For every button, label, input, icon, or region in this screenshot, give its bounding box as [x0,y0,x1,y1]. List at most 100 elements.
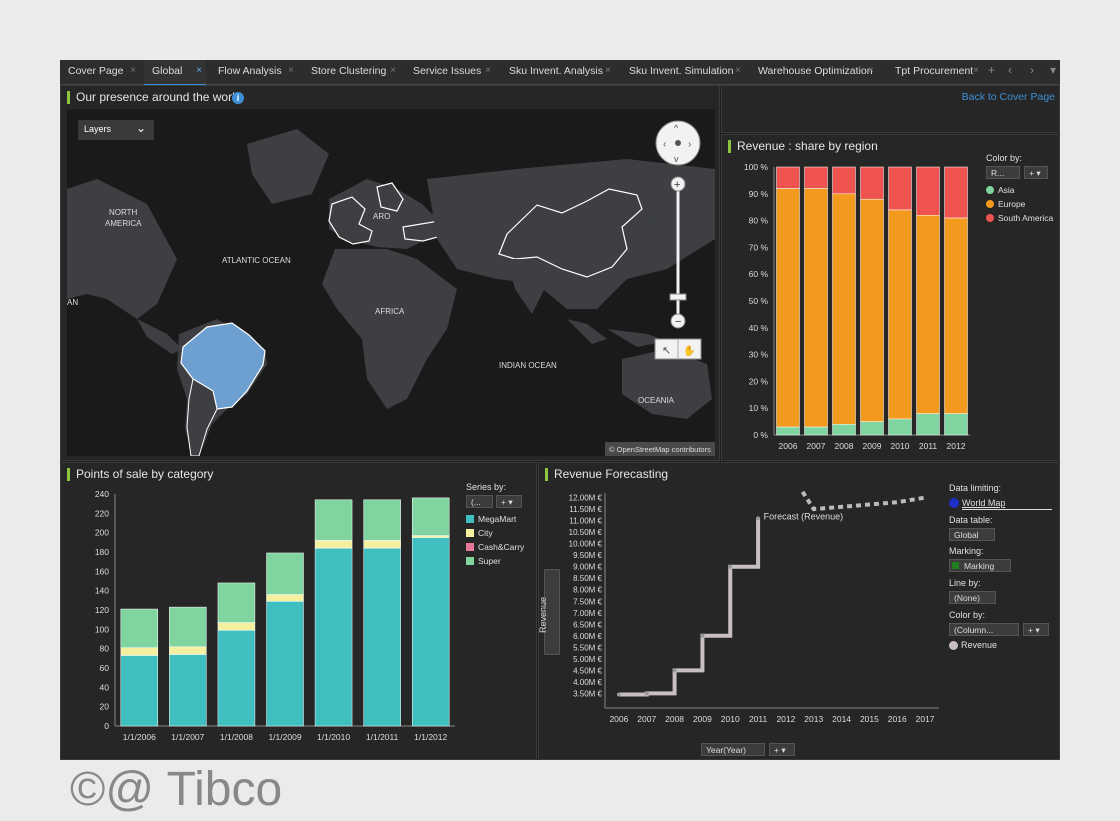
pos-series-add-button[interactable]: + ▾ [496,495,522,508]
close-icon[interactable]: × [288,65,294,76]
bar-segment[interactable] [120,608,159,648]
tab-service-issues[interactable]: Service Issues × [405,60,495,84]
revenue-point[interactable] [644,691,649,696]
bar-segment[interactable] [944,217,968,414]
rs-color-by-dropdown[interactable]: R... [986,166,1020,179]
revenue-point[interactable] [672,668,677,673]
bar-segment[interactable] [832,193,856,425]
bar-segment[interactable] [363,547,401,727]
bar-segment[interactable] [804,426,828,436]
x-axis-selector[interactable]: Year(Year) [701,743,765,756]
tab-menu-icon[interactable]: ▾ [1050,63,1057,77]
legend-item[interactable]: MegaMart [466,513,524,527]
bar-segment[interactable] [888,166,912,211]
data-table-dropdown[interactable]: Global [949,528,995,541]
close-icon[interactable]: × [485,65,491,76]
bar-segment[interactable] [217,582,256,623]
close-icon[interactable]: × [973,65,979,76]
bar-segment[interactable] [363,540,401,549]
bar-segment[interactable] [860,166,884,200]
scroll-left-icon[interactable]: ‹ [1008,63,1012,77]
bar-segment[interactable] [944,166,968,219]
tab-warehouse-optimization[interactable]: Warehouse Optimization × [750,60,878,84]
tab-sku-invent-simulation[interactable]: Sku Invent. Simulation × [621,60,745,84]
tab-global[interactable]: Global × [144,60,206,86]
close-icon[interactable]: × [868,65,874,76]
revenue-share-chart[interactable]: 0 % 10 % 20 % 30 % 40 % 50 % 60 % 70 % 80 % 90 % 1… [722,155,972,460]
bar-segment[interactable] [916,413,940,436]
revenue-point[interactable] [756,516,761,521]
legend-item[interactable]: Europe [986,198,1061,212]
bar-segment[interactable] [217,630,256,727]
bar-segment[interactable] [169,606,207,647]
legend-item[interactable]: Super [466,555,524,569]
tab-cover-page[interactable]: Cover Page × [60,60,140,84]
map-select-tools[interactable]: ↖ ✋ [654,338,702,360]
tab-sku-invent-analysis[interactable]: Sku Invent. Analysis × [501,60,615,84]
close-icon[interactable]: × [390,65,396,76]
legend-item[interactable]: Asia [986,184,1061,198]
back-to-cover-link[interactable]: Back to Cover Page [961,91,1055,103]
revenue-forecast-chart[interactable]: 3.50M € 4.00M € 4.50M € 5.00M € 5.50M € 6.00M… [559,483,959,743]
bar-segment[interactable] [120,655,159,727]
points-of-sale-chart[interactable]: 0 20 40 60 80 100 120 140 160 180 200 220 240 1/1/200… [61,471,461,761]
map-pan-control[interactable]: ^ ‹ › v [655,120,701,166]
bar-segment[interactable] [832,166,856,195]
bar-segment[interactable] [916,166,940,216]
line-by-dropdown[interactable]: (None) [949,591,996,604]
data-limiting-value[interactable]: World Map [962,498,1006,508]
close-icon[interactable]: × [605,65,611,76]
close-icon[interactable]: × [196,65,202,76]
rs-color-add-button[interactable]: + ▾ [1024,166,1048,179]
add-tab-icon[interactable]: + [988,63,996,77]
tab-store-clustering[interactable]: Store Clustering × [303,60,400,84]
bar-segment[interactable] [888,209,912,420]
revenue-point[interactable] [616,692,621,697]
close-icon[interactable]: × [130,65,136,76]
bar-segment[interactable] [776,426,800,436]
bar-segment[interactable] [860,198,884,422]
legend-item[interactable]: South America [986,212,1061,226]
legend-item[interactable]: Cash&Carry [466,541,524,555]
bar-segment[interactable] [411,497,450,536]
fc-color-by-dropdown[interactable]: (Column... [949,623,1019,636]
bar-segment[interactable] [944,413,968,436]
bar-segment[interactable] [411,537,450,727]
bar-segment[interactable] [266,552,304,595]
close-icon[interactable]: × [735,65,741,76]
y-axis-selector[interactable]: Revenue [538,569,560,655]
info-icon[interactable]: i [232,92,244,104]
bar-segment[interactable] [169,646,207,655]
revenue-line[interactable] [618,518,761,697]
bar-segment[interactable] [314,547,353,727]
bar-segment[interactable] [776,166,800,189]
bar-segment[interactable] [804,166,828,189]
world-map[interactable]: NORTH AMERICA ATLANTIC OCEAN AFRICA INDI… [67,109,715,456]
bar-segment[interactable] [804,188,828,428]
bar-segment[interactable] [266,601,304,727]
tab-flow-analysis[interactable]: Flow Analysis × [210,60,298,84]
bar-segment[interactable] [314,499,353,541]
bar-segment[interactable] [776,188,800,428]
bar-segment[interactable] [120,647,159,656]
revenue-point[interactable] [700,633,705,638]
bar-segment[interactable] [314,540,353,549]
fc-color-add-button[interactable]: + ▾ [1023,623,1049,636]
bar-segment[interactable] [217,622,256,631]
revenue-point[interactable] [728,564,733,569]
pos-series-by-dropdown[interactable]: (... [466,495,493,508]
bar-segment[interactable] [860,421,884,436]
tab-tpt-procurement[interactable]: Tpt Procurement × [887,60,983,84]
bar-segment[interactable] [169,654,207,727]
bar-segment[interactable] [363,499,401,541]
bar-segment[interactable] [888,418,912,436]
forecast-line[interactable] [800,490,926,512]
bar-segment[interactable] [266,594,304,602]
bar-segment[interactable] [411,535,450,538]
scroll-right-icon[interactable]: › [1030,63,1034,77]
x-axis-add-button[interactable]: + ▾ [769,743,795,756]
marking-dropdown[interactable]: Marking [949,559,1011,572]
map-zoom-slider[interactable]: + − [669,176,687,329]
bar-segment[interactable] [916,214,940,414]
bar-segment[interactable] [832,424,856,436]
